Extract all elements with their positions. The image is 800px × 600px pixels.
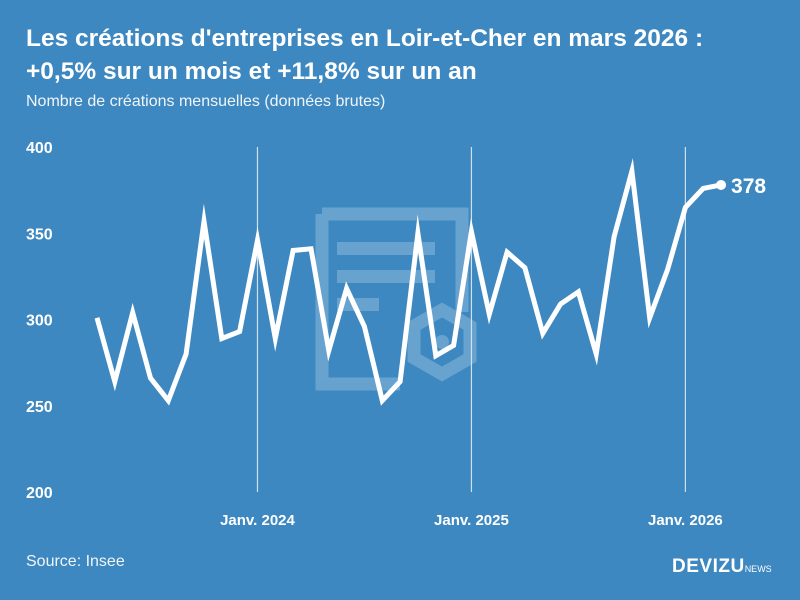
title-line-2: +0,5% sur un mois et +11,8% sur un an	[26, 58, 477, 85]
title-line-1: Les créations d'entreprises en Loir-et-C…	[26, 25, 704, 52]
chart-subtitle: Nombre de créations mensuelles (données …	[26, 93, 386, 110]
y-tick-label: 300	[26, 313, 53, 330]
chart-title: Les créations d'entreprises en Loir-et-C…	[26, 22, 703, 88]
data-point	[716, 179, 727, 190]
x-tick-label: Janv. 2025	[434, 512, 509, 529]
x-tick-label: Janv. 2024	[220, 512, 295, 529]
y-tick-label: 400	[26, 140, 53, 157]
last-value-label: 378	[731, 175, 766, 198]
y-tick-label: 200	[26, 485, 53, 502]
logo-main: DEVIZU	[672, 556, 745, 577]
y-tick-label: 350	[26, 226, 53, 243]
source-note: Source: Insee	[26, 553, 125, 570]
devizu-logo: DEVIZUNEWS	[672, 556, 772, 578]
logo-suffix: NEWS	[744, 564, 772, 574]
x-tick-label: Janv. 2026	[648, 512, 723, 529]
y-tick-label: 250	[26, 399, 53, 416]
series-line	[94, 158, 722, 406]
